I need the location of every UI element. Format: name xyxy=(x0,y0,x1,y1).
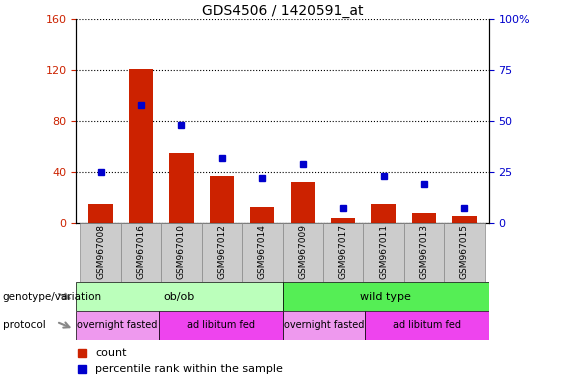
Bar xyxy=(365,311,489,340)
Bar xyxy=(444,223,485,282)
Bar xyxy=(290,182,315,223)
Text: GSM967016: GSM967016 xyxy=(137,224,145,279)
Bar xyxy=(282,282,489,311)
Text: GSM967015: GSM967015 xyxy=(460,224,469,279)
Text: ad libitum fed: ad libitum fed xyxy=(186,320,255,331)
Text: ad libitum fed: ad libitum fed xyxy=(393,320,461,331)
Text: protocol: protocol xyxy=(3,320,46,331)
Bar xyxy=(404,223,444,282)
Text: GSM967012: GSM967012 xyxy=(218,224,227,279)
Title: GDS4506 / 1420591_at: GDS4506 / 1420591_at xyxy=(202,4,363,18)
Bar xyxy=(129,69,153,223)
Bar xyxy=(76,282,282,311)
Bar xyxy=(121,223,161,282)
Text: wild type: wild type xyxy=(360,291,411,302)
Text: ob/ob: ob/ob xyxy=(164,291,195,302)
Text: overnight fasted: overnight fasted xyxy=(284,320,364,331)
Bar xyxy=(331,218,355,223)
Text: GSM967011: GSM967011 xyxy=(379,224,388,279)
Bar xyxy=(282,311,365,340)
Text: GSM967014: GSM967014 xyxy=(258,224,267,279)
Text: GSM967009: GSM967009 xyxy=(298,224,307,279)
Text: genotype/variation: genotype/variation xyxy=(3,291,102,302)
Text: GSM967010: GSM967010 xyxy=(177,224,186,279)
Bar xyxy=(242,223,282,282)
Text: count: count xyxy=(95,348,127,358)
Bar xyxy=(250,207,275,223)
Bar xyxy=(412,213,436,223)
Bar xyxy=(161,223,202,282)
Text: overnight fasted: overnight fasted xyxy=(77,320,158,331)
Bar xyxy=(202,223,242,282)
Text: GSM967013: GSM967013 xyxy=(420,224,428,279)
Bar xyxy=(371,204,396,223)
Bar xyxy=(453,216,477,223)
Bar xyxy=(363,223,404,282)
Bar xyxy=(323,223,363,282)
Text: GSM967008: GSM967008 xyxy=(96,224,105,279)
Text: GSM967017: GSM967017 xyxy=(338,224,347,279)
Bar xyxy=(80,223,121,282)
Bar xyxy=(76,311,159,340)
Bar xyxy=(210,175,234,223)
Bar xyxy=(282,223,323,282)
Bar xyxy=(170,153,194,223)
Text: percentile rank within the sample: percentile rank within the sample xyxy=(95,364,283,374)
Bar xyxy=(88,204,112,223)
Bar xyxy=(159,311,282,340)
